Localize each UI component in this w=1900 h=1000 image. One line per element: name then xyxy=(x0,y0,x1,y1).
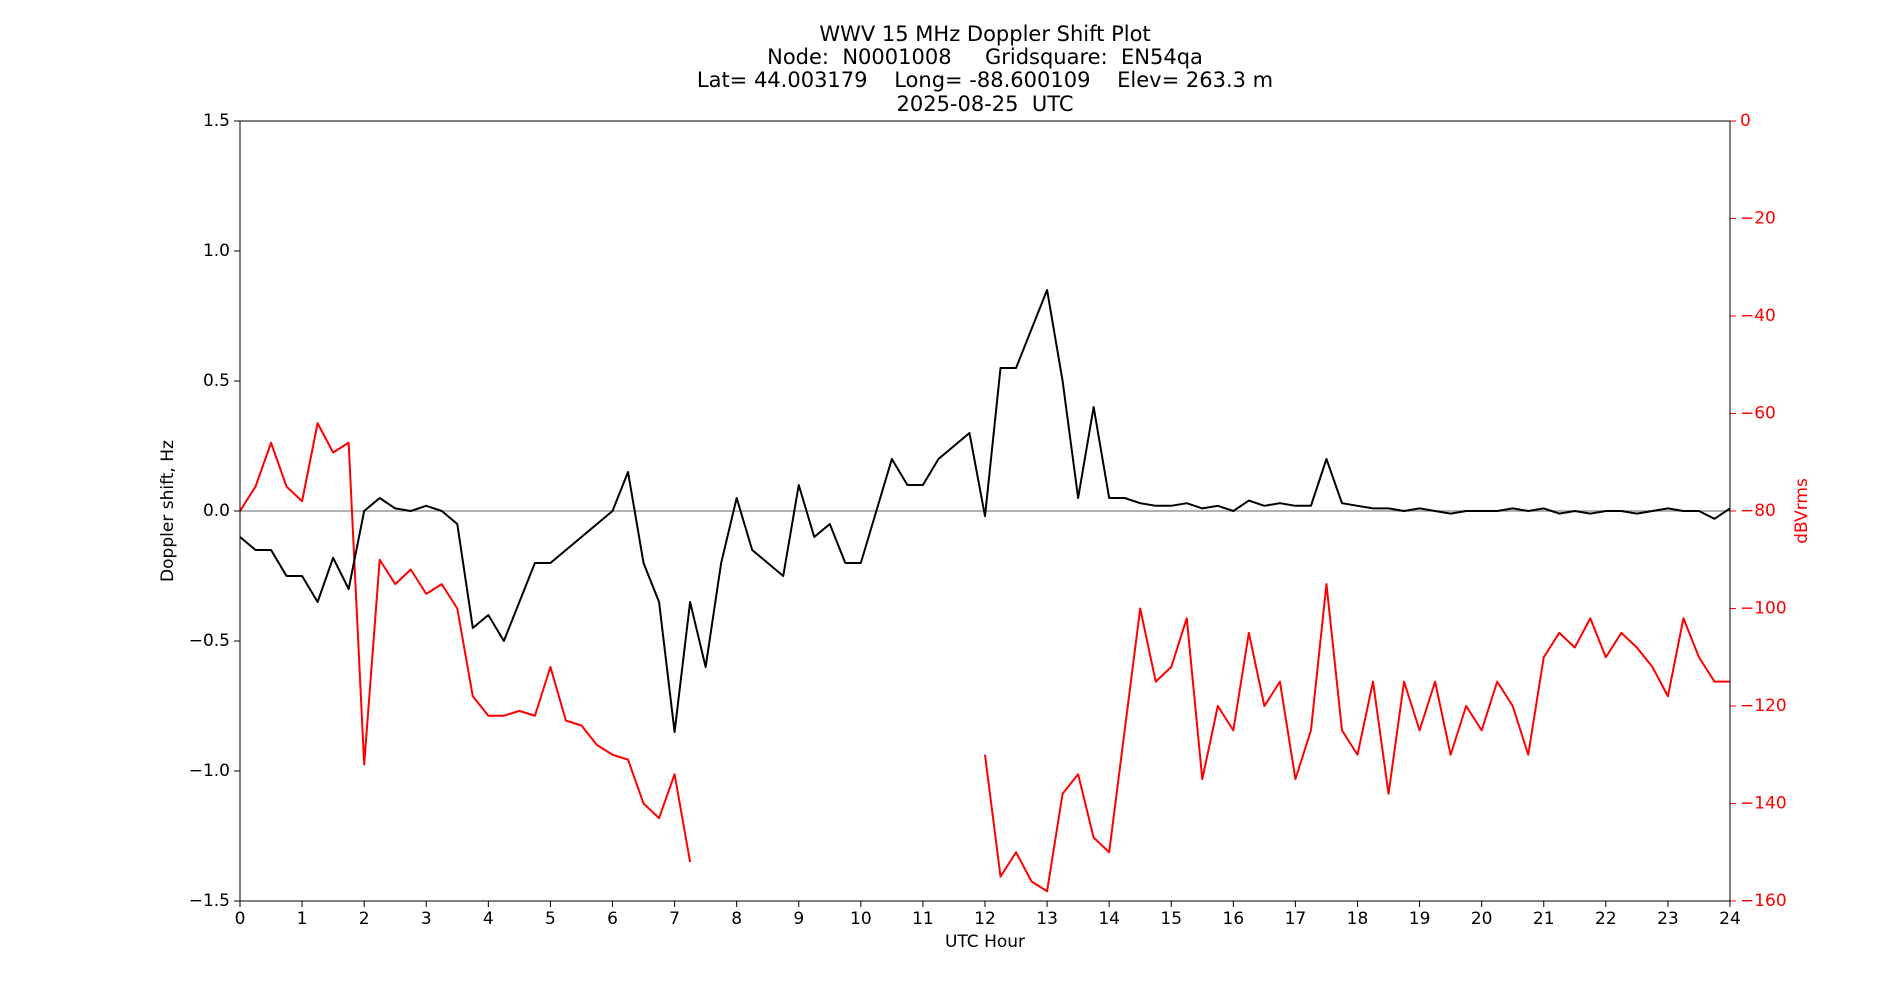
x-tick-label: 7 xyxy=(669,909,680,929)
x-tick-label: 18 xyxy=(1347,909,1369,929)
x-tick-label: 20 xyxy=(1471,909,1493,929)
y-tick-label: 0.0 xyxy=(203,501,230,521)
x-tick-label: 19 xyxy=(1409,909,1431,929)
y2-axis-label: dBVrms xyxy=(1792,478,1812,544)
x-axis-label: UTC Hour xyxy=(945,932,1025,952)
y2-tick-label: −60 xyxy=(1740,404,1776,424)
chart-title: WWV 15 MHz Doppler Shift Plot xyxy=(819,22,1150,46)
x-tick-label: 6 xyxy=(607,909,618,929)
x-tick-label: 21 xyxy=(1533,909,1555,929)
y2-tick-label: −160 xyxy=(1740,891,1787,911)
y2-tick-label: −40 xyxy=(1740,306,1776,326)
y-tick-label: 1.5 xyxy=(203,111,230,131)
y2-tick-label: 0 xyxy=(1740,111,1751,131)
x-tick-label: 0 xyxy=(235,909,246,929)
chart-subtitle: Lat= 44.003179 Long= -88.600109 Elev= 26… xyxy=(697,68,1273,92)
x-tick-label: 11 xyxy=(912,909,934,929)
x-tick-label: 15 xyxy=(1160,909,1182,929)
x-tick-label: 22 xyxy=(1595,909,1617,929)
y2-tick-label: −20 xyxy=(1740,209,1776,229)
x-tick-label: 3 xyxy=(421,909,432,929)
x-tick-label: 12 xyxy=(974,909,996,929)
y2-tick-label: −80 xyxy=(1740,501,1776,521)
y-tick-label: −0.5 xyxy=(189,631,230,651)
y-tick-label: 1.0 xyxy=(203,241,230,261)
x-tick-label: 17 xyxy=(1285,909,1307,929)
data-line xyxy=(240,289,1730,733)
y-tick-label: −1.5 xyxy=(189,891,230,911)
x-tick-label: 16 xyxy=(1223,909,1245,929)
y2-tick-label: −140 xyxy=(1740,794,1787,814)
x-tick-label: 5 xyxy=(545,909,556,929)
chart-subtitle: Node: N0001008 Gridsquare: EN54qa xyxy=(767,45,1203,69)
x-tick-label: 24 xyxy=(1719,909,1741,929)
x-tick-label: 13 xyxy=(1036,909,1058,929)
y2-tick-label: −120 xyxy=(1740,696,1787,716)
x-tick-label: 10 xyxy=(850,909,872,929)
x-tick-label: 2 xyxy=(359,909,370,929)
x-tick-label: 8 xyxy=(731,909,742,929)
x-tick-label: 23 xyxy=(1657,909,1679,929)
x-tick-label: 9 xyxy=(793,909,804,929)
y-tick-label: 0.5 xyxy=(203,371,230,391)
chart-subtitle: 2025-08-25 UTC xyxy=(896,92,1073,116)
x-tick-label: 4 xyxy=(483,909,494,929)
x-tick-label: 1 xyxy=(297,909,308,929)
x-tick-label: 14 xyxy=(1098,909,1120,929)
y-tick-label: −1.0 xyxy=(189,761,230,781)
plot-frame xyxy=(239,120,1731,902)
data-line xyxy=(240,422,1730,893)
y2-tick-label: −100 xyxy=(1740,599,1787,619)
y-axis-label: Doppler shift, Hz xyxy=(158,440,178,582)
